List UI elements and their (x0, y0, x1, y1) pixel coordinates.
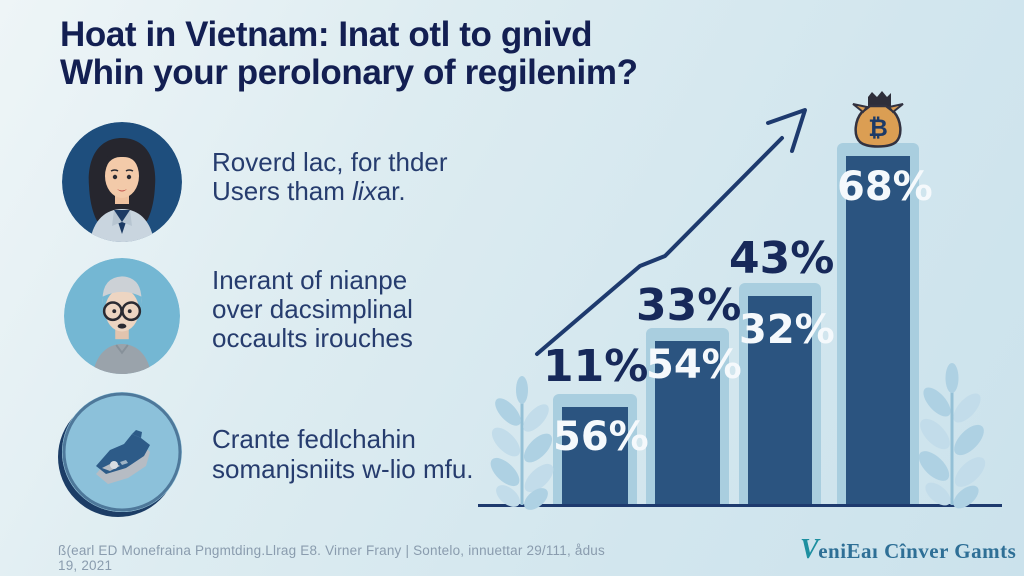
brand-logo: VeniEaı Cînver Gamts (800, 534, 1016, 566)
money-bag-icon: ₿ (852, 91, 904, 148)
item-2-line-3: occaults irouches (212, 323, 413, 353)
woman-avatar-icon (62, 122, 182, 242)
list-item-1-text: Roverd lac, for thder Users tham lixar. (212, 148, 448, 206)
bar-4 (837, 143, 919, 506)
item-3-line-2: somanjsniits w-lio mfu. (212, 454, 474, 484)
bar-2-label-inside: 54% (646, 342, 742, 388)
title-line-1: Hoat in Vietnam: Inat otl to gnivd (60, 15, 593, 54)
left-leaf-decoration (490, 376, 554, 510)
list-item-3-text: Crante fedlchahin somanjsniits w-lio mfu… (212, 424, 474, 484)
item-3-line-1: Crante fedlchahin (212, 424, 416, 454)
item-1-line-2: Users tham lixar. (212, 176, 406, 206)
item-1-line-1: Roverd lac, for thder (212, 147, 448, 177)
bar-1-fill (562, 407, 628, 506)
bar-3-label-above: 43% (729, 233, 835, 284)
bar-2-label-above: 33% (636, 280, 742, 331)
bar-3-label-inside: 32% (739, 307, 835, 353)
brand-rest: eniEaı Cînver Gamts (818, 539, 1017, 563)
item-2-line-1: Inerant of nianpe (212, 265, 408, 295)
bar-1-label-inside: 56% (553, 414, 649, 460)
footer-source-text: ß(earl ED Monefraina Pngmtding.Llrag E8.… (58, 543, 605, 573)
bar-1-label-above: 11% (543, 341, 649, 392)
list-item-2-text: Inerant of nianpe over dacsimplinal occa… (212, 266, 413, 353)
bitcoin-symbol: ₿ (868, 114, 888, 142)
bar-2-fill (655, 341, 720, 506)
bar-4-fill (846, 156, 910, 506)
bar-2 (646, 328, 729, 506)
brand-initial: V (800, 534, 820, 565)
bar-1 (553, 394, 637, 506)
item-2-line-2: over dacsimplinal (212, 294, 413, 324)
map-icon (62, 392, 182, 512)
right-leaf-decoration (918, 363, 986, 509)
title-line-2: Whin your perolonary of regilenim? (60, 53, 638, 92)
elder-man-avatar-icon (64, 258, 180, 374)
bar-4-label-inside: 68% (837, 164, 933, 210)
page-title: Hoat in Vietnam: Inat otl to gnivd Whin … (60, 16, 700, 92)
